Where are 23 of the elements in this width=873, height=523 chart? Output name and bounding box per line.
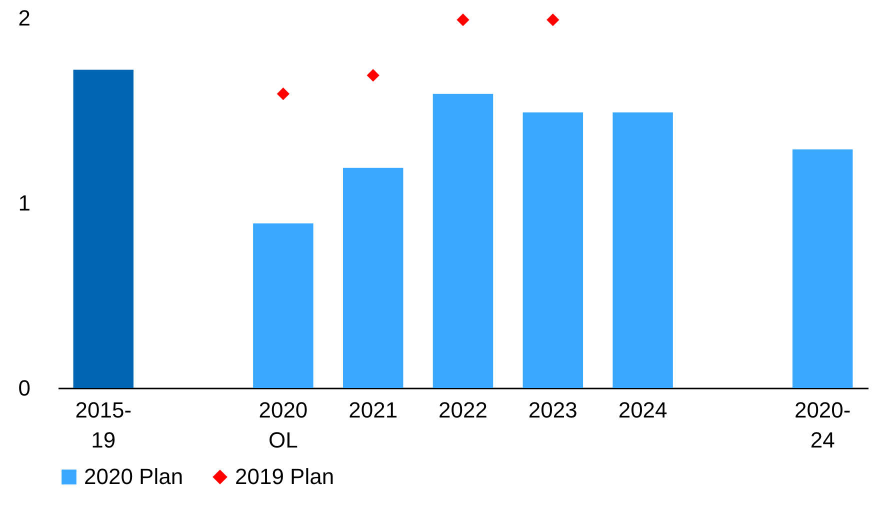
legend-label: 2020 Plan (84, 464, 184, 489)
point (276, 88, 290, 100)
bar (73, 70, 134, 388)
bar (792, 149, 853, 388)
bar (342, 168, 404, 388)
x-tick-label: 2022 (438, 398, 488, 422)
y-tick-label: 2 (18, 6, 30, 30)
x-tick-label: 2021 (348, 398, 398, 422)
bar (612, 112, 673, 388)
point (546, 14, 560, 26)
bar (522, 112, 584, 388)
x-tick-label: 2024 (618, 398, 668, 422)
bar (253, 223, 314, 388)
x-tick-label: 2023 (528, 398, 578, 422)
x-tick-label: 2020 OL (258, 398, 308, 452)
point (366, 69, 380, 82)
bar (432, 94, 494, 388)
y-tick-label: 1 (18, 190, 30, 216)
legend-label: 2019 Plan (235, 464, 334, 489)
point (456, 14, 470, 26)
y-tick-label: 0 (18, 376, 30, 400)
x-tick-label: 2015-19 (75, 398, 132, 452)
x-tick-label: 2020-24 (794, 398, 851, 452)
